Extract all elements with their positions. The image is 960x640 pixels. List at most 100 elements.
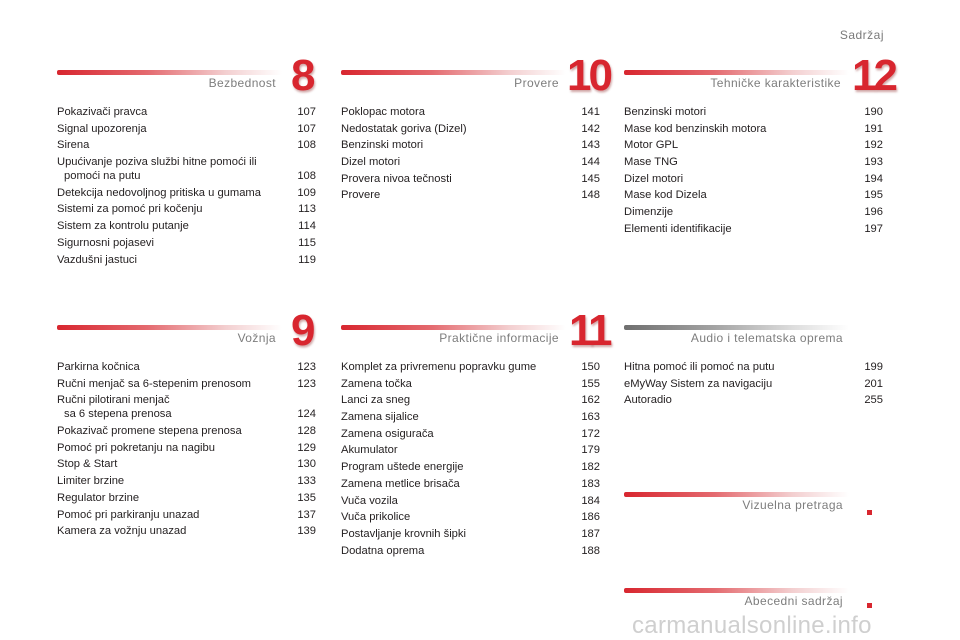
- toc-entry[interactable]: Zamena metlice brisača 183: [341, 477, 600, 491]
- entry-list: Hitna pomoć ili pomoć na putu 199 eMyWay S…: [624, 360, 883, 410]
- entry-title: Parkirna kočnica: [57, 361, 140, 373]
- entry-page-number: 142: [581, 122, 600, 135]
- entry-title: Provera nivoa tečnosti: [341, 172, 452, 185]
- toc-entry[interactable]: Ručni pilotirani menjač sa 6 stepena pren…: [57, 393, 316, 421]
- toc-entry[interactable]: Dodatna oprema 188: [341, 544, 600, 558]
- toc-entry[interactable]: Sistem za kontrolu putanje 114: [57, 219, 316, 233]
- entry-title: Limiter brzine: [57, 475, 125, 488]
- toc-entry[interactable]: Motor GPL 192: [624, 138, 883, 152]
- entry-title: Benzinski motori: [624, 106, 707, 118]
- toc-entry[interactable]: Signal upozorenja 107: [57, 122, 316, 136]
- entry-page-number: 119: [298, 253, 316, 266]
- toc-entry[interactable]: Upućivanje poziva službi hitne pomoći il…: [57, 155, 316, 183]
- entry-title: Pomoć pri parkiranju unazad: [57, 508, 200, 521]
- toc-entry[interactable]: Sigurnosni pojasevi 115: [57, 236, 316, 250]
- toc-entry[interactable]: Ručni menjač sa 6-stepenim prenosom 123: [57, 377, 316, 391]
- toc-entry[interactable]: Sirena 108: [57, 138, 316, 152]
- toc-entry[interactable]: Provera nivoa tečnosti 145: [341, 172, 600, 186]
- entry-title: Mase kod benzinskih motora: [624, 122, 767, 135]
- entry-page-number: 130: [297, 458, 316, 471]
- entry-page-number: 183: [581, 477, 600, 490]
- toc-entry[interactable]: Autoradio 255: [624, 393, 883, 407]
- toc-entry[interactable]: Zamena sijalice 163: [341, 410, 600, 424]
- toc-entry[interactable]: Akumulator 179: [341, 443, 600, 457]
- toc-entry[interactable]: Poklopac motora 141: [341, 105, 600, 119]
- toc-entry[interactable]: Regulator brzine 135: [57, 491, 316, 505]
- toc-entry[interactable]: Pokazivač promene stepena prenosa 128: [57, 424, 316, 438]
- entry-list: Parkirna kočnica 123 Ručni menjač sa 6-ste…: [57, 360, 316, 541]
- entry-title: Stop & Start: [57, 458, 118, 471]
- entry-page-number: 128: [297, 425, 316, 438]
- entry-page-number: 194: [864, 172, 883, 185]
- toc-entry[interactable]: Komplet za privremenu popravku gume 150: [341, 360, 600, 374]
- toc-entry[interactable]: Dizel motori 144: [341, 155, 600, 169]
- entry-list: Komplet za privremenu popravku gume 150 Za…: [341, 360, 600, 560]
- entry-title: Pokazivači pravca: [57, 106, 148, 118]
- entry-page-number: 143: [581, 139, 600, 152]
- entry-page-number: 190: [864, 106, 883, 118]
- toc-entry[interactable]: Parkirna kočnica 123: [57, 360, 316, 374]
- entry-page-number: 123: [297, 361, 316, 373]
- section-bar: [624, 492, 849, 497]
- toc-entry[interactable]: Kamera za vožnju unazad 139: [57, 524, 316, 538]
- entry-title: Sistemi za pomoć pri kočenju: [57, 203, 203, 216]
- entry-title: Zamena točka: [341, 377, 412, 390]
- toc-entry[interactable]: Postavljanje krovnih šipki 187: [341, 527, 600, 541]
- section-audio-telematska-oprema: Audio i telematska oprema Hitna pomoć il…: [624, 315, 883, 415]
- entry-page-number: 133: [297, 475, 316, 488]
- section-title: Praktične informacije: [439, 331, 559, 345]
- section-title: Vizuelna pretraga: [742, 498, 843, 512]
- toc-entry[interactable]: Nedostatak goriva (Dizel) 142: [341, 122, 600, 136]
- section-number: 11: [569, 306, 612, 355]
- toc-entry[interactable]: Mase kod Dizela 195: [624, 188, 883, 202]
- section-bar: [57, 70, 282, 75]
- entry-title: Sigurnosni pojasevi: [57, 236, 155, 249]
- toc-entry[interactable]: Vuča vozila 184: [341, 494, 600, 508]
- entry-page-number: 107: [297, 122, 316, 135]
- toc-entry[interactable]: Benzinski motori 143: [341, 138, 600, 152]
- entry-page-number: 193: [864, 156, 883, 169]
- entry-page-number: 191: [864, 122, 883, 135]
- entry-title: Detekcija nedovoljnog pritiska u gumama: [57, 186, 261, 199]
- entry-title: Zamena osigurača: [341, 427, 434, 440]
- toc-entry[interactable]: Vazdušni jastuci 119: [57, 253, 316, 267]
- toc-entry[interactable]: eMyWay Sistem za navigaciju 201: [624, 377, 883, 391]
- toc-entry[interactable]: Stop & Start 130: [57, 457, 316, 471]
- entry-title: Autoradio: [624, 394, 672, 407]
- toc-entry[interactable]: Pomoć pri pokretanju na nagibu 129: [57, 441, 316, 455]
- entry-title-continued: pomoći na putu: [64, 170, 141, 183]
- entry-title: Zamena metlice brisača: [341, 477, 460, 490]
- toc-entry[interactable]: Sistemi za pomoć pri kočenju 113: [57, 202, 316, 216]
- entry-page-number: 114: [298, 220, 316, 233]
- toc-entry[interactable]: Benzinski motori 190: [624, 105, 883, 119]
- toc-entry[interactable]: Program uštede energije 182: [341, 460, 600, 474]
- toc-entry[interactable]: Lanci za sneg 162: [341, 393, 600, 407]
- entry-title: Sirena: [57, 139, 90, 152]
- toc-entry[interactable]: Provere 148: [341, 188, 600, 202]
- entry-page-number: 155: [581, 377, 600, 390]
- toc-entry[interactable]: Zamena točka 155: [341, 377, 600, 391]
- toc-entry[interactable]: Hitna pomoć ili pomoć na putu 199: [624, 360, 883, 374]
- toc-entry[interactable]: Mase kod benzinskih motora 191: [624, 122, 883, 136]
- entry-title: Vuča prikolice: [341, 511, 411, 524]
- toc-entry[interactable]: Pomoć pri parkiranju unazad 137: [57, 508, 316, 522]
- section-marker-icon: [867, 603, 872, 608]
- entry-page-number: 144: [581, 156, 600, 169]
- entry-page-number: 141: [581, 106, 600, 118]
- toc-entry[interactable]: Limiter brzine 133: [57, 474, 316, 488]
- toc-entry[interactable]: Elementi identifikacije 197: [624, 222, 883, 236]
- entry-page-number: 162: [581, 394, 600, 407]
- toc-entry[interactable]: Vuča prikolice 186: [341, 510, 600, 524]
- toc-entry[interactable]: Pokazivači pravca 107: [57, 105, 316, 119]
- toc-entry[interactable]: Dimenzije 196: [624, 205, 883, 219]
- toc-entry[interactable]: Mase TNG 193: [624, 155, 883, 169]
- entry-page-number: 115: [298, 236, 316, 249]
- entry-title: Program uštede energije: [341, 461, 464, 474]
- toc-entry[interactable]: Zamena osigurača 172: [341, 427, 600, 441]
- section-tehnicke-karakteristike: Tehničke karakteristike 12 Benzinski mot…: [624, 54, 898, 240]
- toc-entry[interactable]: Dizel motori 194: [624, 172, 883, 186]
- page-label: Sadržaj: [839, 28, 884, 42]
- toc-entry[interactable]: Detekcija nedovoljnog pritiska u gumama 1…: [57, 186, 316, 200]
- entry-title: Vuča vozila: [341, 494, 398, 507]
- entry-page-number: 108: [297, 170, 316, 183]
